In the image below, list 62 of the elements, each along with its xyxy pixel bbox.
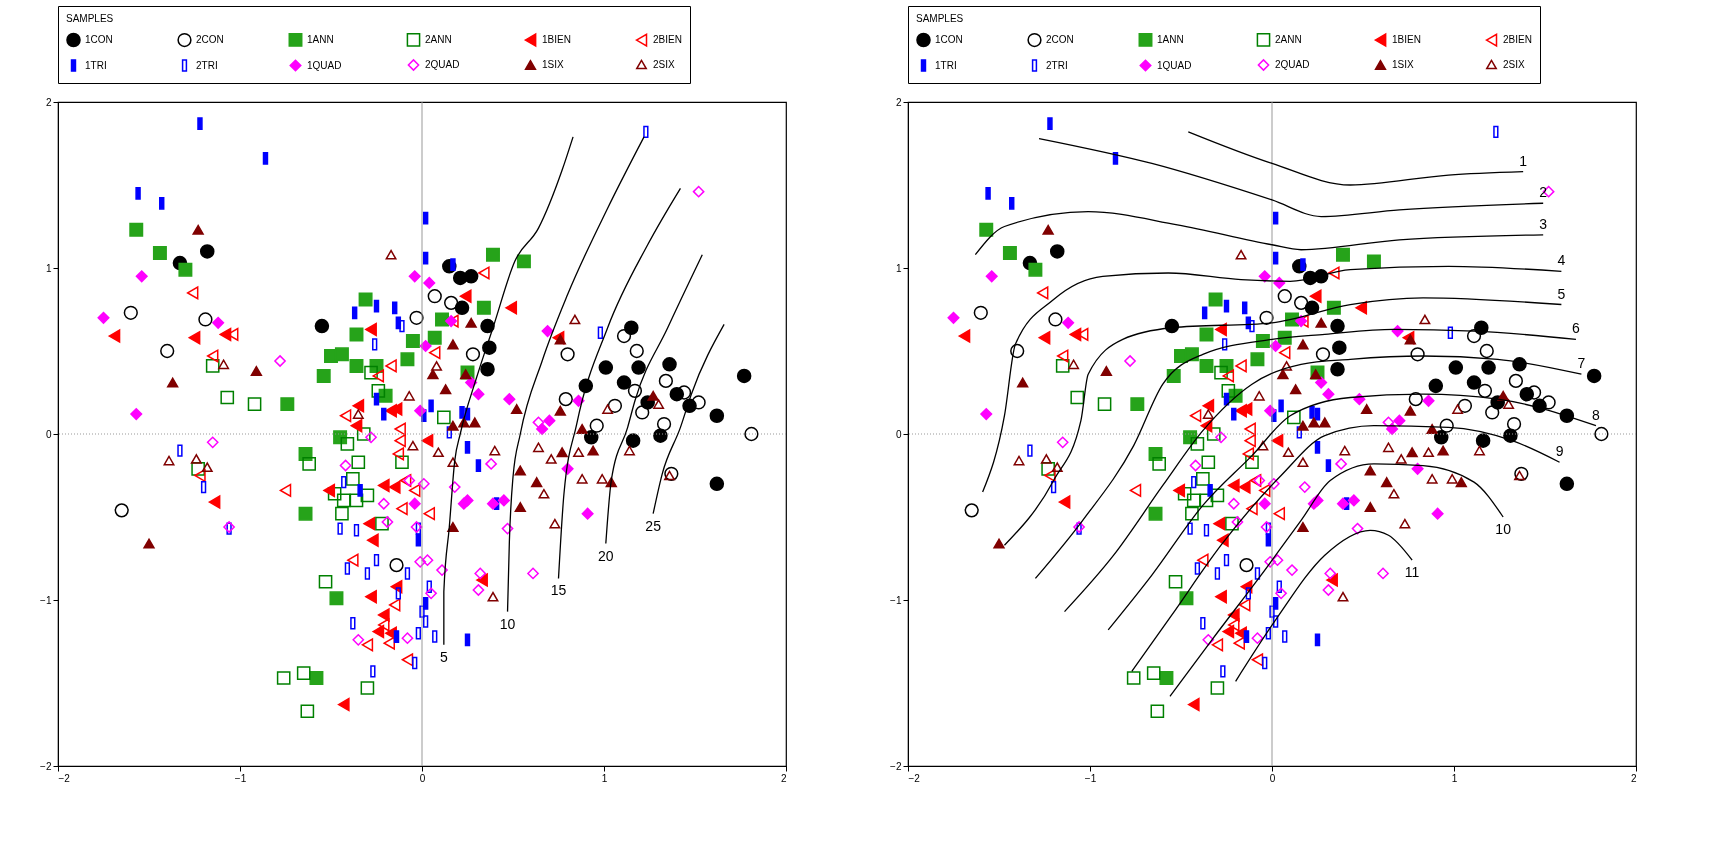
legend-label: 1TRI	[935, 59, 957, 71]
y-tick-label: 2	[895, 96, 902, 108]
y-tick-label: 1	[45, 262, 52, 274]
legend-label: 1ANN	[307, 33, 334, 45]
legend-title: SAMPLES	[916, 13, 964, 24]
legend-label: 2TRI	[196, 59, 218, 71]
y-tick-label: −1	[40, 594, 52, 606]
legend-label: 1BIEN	[542, 34, 571, 46]
legend-label: 1QUAD	[307, 59, 342, 71]
series-label: 5	[1557, 285, 1566, 302]
y-tick-label: 2	[45, 96, 52, 108]
legend-label: 2CON	[196, 34, 224, 46]
legend-label: 2ANN	[425, 33, 452, 45]
y-tick-label: −2	[40, 760, 52, 772]
x-tick-label: 0	[419, 772, 426, 784]
legend-label: 2ANN	[1275, 33, 1302, 45]
legend-label: 1CON	[935, 33, 963, 45]
legend-label: 2SIX	[653, 58, 676, 70]
legend-title: SAMPLES	[66, 13, 114, 24]
legend-label: 2TRI	[1046, 59, 1068, 71]
y-tick-label: 0	[45, 428, 52, 440]
legend-label: 1QUAD	[1157, 59, 1192, 71]
series-label: 2	[1539, 184, 1548, 201]
series-label: 8	[1592, 406, 1601, 423]
series-label: 15	[550, 582, 567, 599]
legend-label: 2QUAD	[425, 59, 460, 70]
legend-label: 1SIX	[1392, 59, 1415, 70]
series-label: 9	[1555, 443, 1564, 460]
y-tick-label: 0	[895, 428, 902, 440]
series-label: 10	[1495, 521, 1512, 537]
series-label: 4	[1557, 252, 1566, 269]
series-label: 25	[645, 517, 662, 534]
x-tick-label: 0	[1269, 772, 1276, 784]
legend-label: 2BIEN	[653, 34, 682, 46]
legend-label: 1BIEN	[1392, 34, 1421, 46]
x-tick-label: 2	[1630, 772, 1637, 784]
legend-label: 1ANN	[1157, 33, 1184, 45]
legend-label: 2BIEN	[1503, 34, 1532, 46]
series-label: 5	[439, 648, 448, 665]
legend-label: 2CON	[1046, 34, 1074, 46]
series-label: 11	[1404, 564, 1420, 581]
legend-label: 1CON	[85, 33, 113, 45]
x-tick-label: 2	[780, 772, 787, 784]
x-tick-label: 1	[601, 772, 608, 784]
x-tick-label: −2	[58, 772, 71, 784]
series-label: 1	[1519, 152, 1528, 169]
legend-label: 2SIX	[1503, 58, 1526, 70]
x-tick-label: −1	[1084, 772, 1097, 784]
y-tick-label: 1	[895, 262, 902, 274]
y-tick-label: −2	[890, 760, 902, 772]
series-label: 10	[499, 615, 516, 632]
legend-label: 1SIX	[542, 59, 565, 70]
x-tick-label: 1	[1451, 772, 1458, 784]
series-label: 20	[598, 547, 614, 564]
x-tick-label: −1	[234, 772, 247, 784]
series-label: 6	[1572, 320, 1581, 337]
y-tick-label: −1	[890, 594, 902, 606]
series-label: 3	[1539, 215, 1548, 232]
x-tick-label: −2	[908, 772, 921, 784]
legend-label: 2QUAD	[1275, 59, 1310, 70]
legend-label: 1TRI	[85, 59, 107, 71]
series-label: 7	[1577, 355, 1586, 372]
